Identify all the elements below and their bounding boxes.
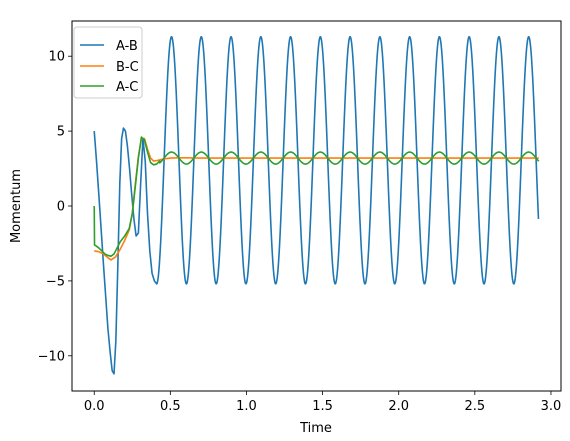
y-tick-label: 5	[57, 125, 65, 140]
legend-label-bc: B-C	[116, 60, 139, 75]
x-tick-label: 3.0	[541, 399, 562, 414]
y-axis: −10 −5 0 5 10	[38, 50, 72, 364]
x-tick-label: 2.5	[464, 399, 485, 414]
legend-label-ab: A-B	[116, 39, 138, 54]
y-tick-label: −5	[46, 274, 65, 289]
y-tick-label: 0	[57, 200, 65, 215]
series-line-a-c	[93, 136, 540, 257]
legend: A-B B-C A-C	[73, 26, 143, 99]
series-layer	[93, 35, 540, 375]
x-tick-label: 0.5	[160, 399, 181, 414]
x-tick-label: 2.0	[388, 399, 409, 414]
y-axis-label: Momentum	[9, 169, 24, 243]
y-tick-label: −10	[38, 349, 65, 364]
x-tick-label: 1.0	[236, 399, 257, 414]
series-line-a-b	[93, 35, 540, 375]
x-tick-label: 0.0	[84, 399, 105, 414]
x-axis: 0.0 0.5 1.0 1.5 2.0 2.5 3.0	[84, 391, 561, 414]
x-axis-label: Time	[299, 421, 332, 436]
legend-label-ac: A-C	[116, 80, 138, 95]
x-tick-label: 1.5	[312, 399, 333, 414]
y-tick-label: 10	[48, 50, 65, 65]
